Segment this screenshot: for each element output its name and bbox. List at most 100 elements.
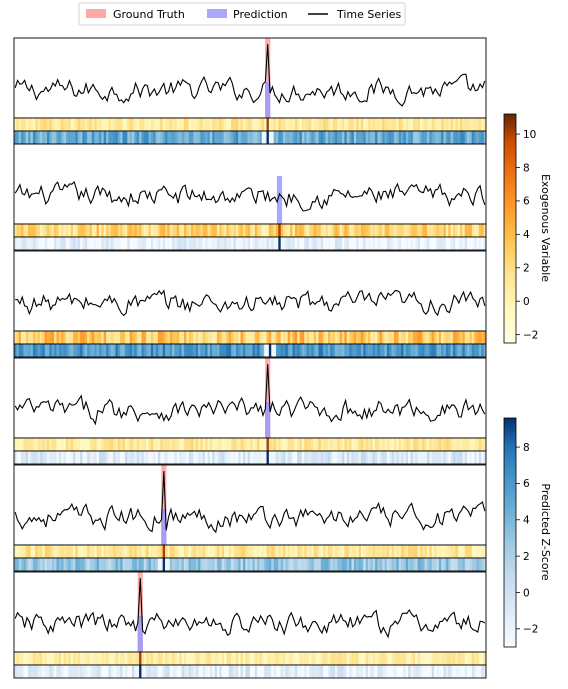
zscore-cell (28, 558, 31, 571)
exo-cell (257, 438, 260, 451)
exo-cell (273, 118, 277, 131)
zscore-cell (49, 131, 53, 144)
zscore-cell (16, 237, 20, 250)
zscore-cell (193, 237, 197, 250)
zscore-cell (309, 665, 312, 678)
zscore-cell (318, 558, 322, 571)
exo-cell (332, 224, 336, 237)
exo-cell (219, 118, 222, 131)
exo-cell (368, 652, 371, 665)
exo-cell (198, 545, 201, 558)
exo-cell (257, 331, 260, 344)
exo-cell (49, 118, 53, 131)
zscore-cell (457, 237, 461, 250)
exo-cell (106, 652, 109, 665)
zscore-cell (77, 558, 81, 571)
exo-cell (94, 545, 97, 558)
zscore-cell (429, 237, 433, 250)
exo-cell (285, 118, 289, 131)
zscore-cell (304, 131, 307, 144)
zscore-cell (408, 665, 411, 678)
exo-cell (103, 438, 107, 451)
exo-cell (16, 331, 20, 344)
zscore-cell (342, 237, 345, 250)
exo-cell (462, 331, 466, 344)
exo-cell (224, 652, 227, 665)
exo-cell (120, 438, 123, 451)
exo-cell (339, 331, 343, 344)
zscore-cell (306, 451, 310, 464)
zscore-cell (56, 237, 60, 250)
zscore-cell (318, 665, 322, 678)
exogenous-strip (14, 652, 487, 665)
zscore-cell (54, 451, 57, 464)
zscore-cell (49, 237, 53, 250)
exo-cell (141, 118, 145, 131)
exo-cell (44, 438, 48, 451)
zscore-cell (266, 665, 270, 678)
legend-prediction-swatch (207, 9, 227, 18)
exo-cell (398, 652, 402, 665)
zscore-cell (316, 237, 319, 250)
zscore-cell (108, 451, 112, 464)
exo-cell (379, 224, 383, 237)
exo-cell (294, 438, 298, 451)
exo-cell (438, 224, 442, 237)
zscore-cell (37, 451, 41, 464)
zscore-cell (427, 131, 430, 144)
exo-cell (120, 224, 123, 237)
zscore-cell (304, 344, 307, 357)
zscore-cell (346, 665, 350, 678)
exo-cell (106, 331, 109, 344)
exo-cell (18, 118, 22, 131)
zscore-cell (136, 344, 140, 357)
exo-cell (368, 438, 371, 451)
exo-cell (358, 118, 362, 131)
zscore-cell (18, 131, 22, 144)
exo-cell (84, 652, 88, 665)
exo-cell (247, 224, 251, 237)
exo-cell (91, 224, 95, 237)
zscore-cell (231, 665, 234, 678)
zscore-cell (129, 237, 133, 250)
exo-cell (155, 438, 159, 451)
exo-cell (122, 331, 126, 344)
zscore-cell (261, 558, 265, 571)
zscore-cell (469, 665, 473, 678)
zscore-cell (73, 237, 76, 250)
zscore-cell (155, 237, 159, 250)
exo-cell (278, 118, 281, 131)
zscore-cell (155, 558, 159, 571)
zscore-cell (106, 131, 109, 144)
zscore-cell (363, 665, 366, 678)
zscore-cell (370, 131, 374, 144)
zscore-cell (455, 558, 458, 571)
exo-cell (39, 652, 43, 665)
zscore-cell (98, 558, 102, 571)
exo-cell (37, 224, 41, 237)
exo-cell (339, 545, 343, 558)
exo-cell (80, 438, 83, 451)
exo-cell (28, 331, 31, 344)
zscore-cell (176, 665, 180, 678)
exo-cell (264, 652, 267, 665)
zscore-cell (56, 131, 60, 144)
exo-cell (207, 652, 211, 665)
zscore-cell (370, 665, 374, 678)
time-series-line (14, 44, 486, 107)
exo-cell (226, 652, 230, 665)
zscore-cell (405, 344, 409, 357)
zscore-cell (63, 131, 67, 144)
zscore-cell (146, 237, 149, 250)
exo-cell (318, 118, 322, 131)
zscore-cell (231, 131, 234, 144)
zscore-cell (452, 344, 456, 357)
exo-cell (82, 331, 86, 344)
exo-cell (337, 545, 340, 558)
exo-cell (54, 545, 57, 558)
exo-cell (221, 652, 225, 665)
zscore-cell (346, 237, 350, 250)
zscore-cell (438, 344, 442, 357)
zscore-cell (436, 344, 440, 357)
zscore-cell (448, 451, 451, 464)
